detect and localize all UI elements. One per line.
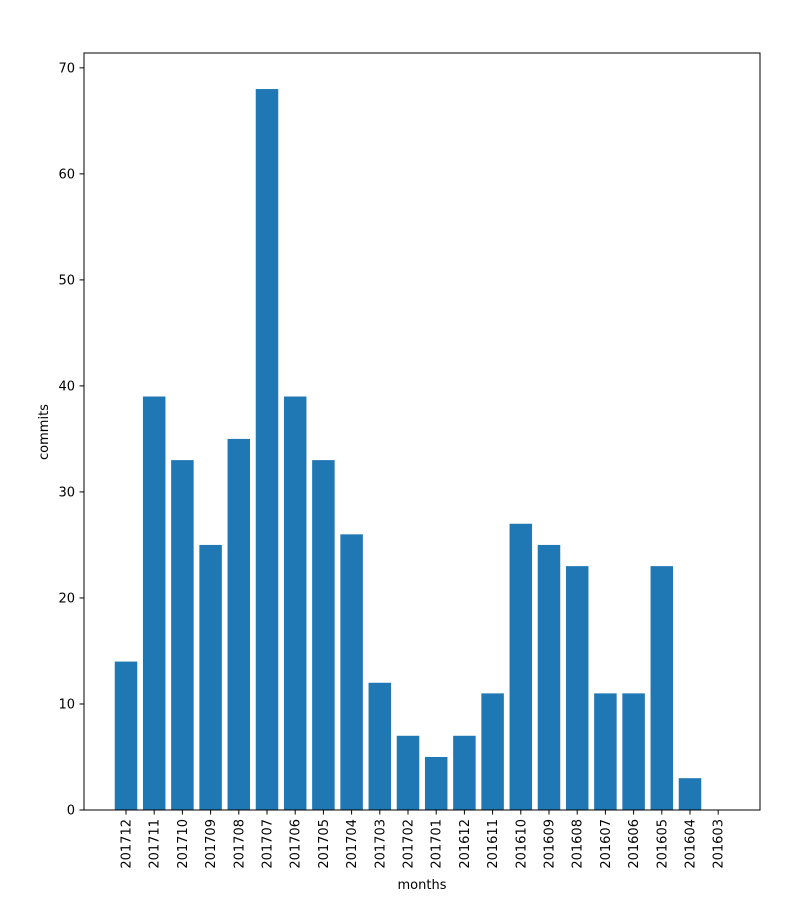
y-tick-label: 30 [58, 485, 75, 500]
x-tick-label-201706: 201706 [289, 819, 304, 869]
bar-201702 [396, 735, 420, 810]
plot-frame [83, 52, 761, 811]
y-tick-label: 70 [58, 61, 75, 76]
bars-group [114, 89, 702, 811]
bar-201605 [650, 566, 674, 810]
bar-201712 [114, 661, 138, 810]
bar-201708 [227, 438, 251, 810]
bar-201612 [453, 735, 476, 810]
y-tick-label: 20 [58, 591, 75, 606]
bar-201610 [509, 523, 533, 810]
bar-201609 [537, 544, 561, 810]
x-tick-label-201707: 201707 [261, 819, 276, 869]
y-axis-title: commits [37, 404, 52, 460]
x-tick-label-201711: 201711 [148, 819, 163, 869]
x-tick-label-201705: 201705 [317, 819, 332, 869]
x-tick-label-201703: 201703 [373, 819, 388, 869]
bar-201711 [142, 396, 166, 810]
x-tick-label-201610: 201610 [514, 819, 529, 869]
y-tick-label: 0 [67, 804, 75, 819]
bar-201701 [424, 756, 448, 810]
x-tick-label-201712: 201712 [120, 819, 135, 869]
x-tick-label-201611: 201611 [486, 819, 501, 869]
y-tick-label: 40 [58, 379, 75, 394]
x-tick-label-201702: 201702 [402, 819, 417, 869]
x-tick-label-201608: 201608 [571, 819, 586, 869]
x-tick-label-201605: 201605 [655, 819, 670, 869]
bar-201706 [283, 396, 307, 810]
x-tick-label-201607: 201607 [599, 819, 614, 869]
x-tick-label-201609: 201609 [543, 819, 558, 869]
y-tick-label: 60 [58, 167, 75, 182]
bar-201709 [199, 544, 222, 810]
x-axis-ticks: 201712 201711 201710 201709 201708 201707 2017… [120, 810, 727, 869]
x-axis-title: months [398, 878, 447, 893]
bar-201604 [678, 778, 702, 810]
bar-201710 [171, 460, 194, 810]
x-tick-label-201704: 201704 [345, 819, 360, 869]
x-tick-label-201603: 201603 [712, 819, 727, 869]
y-tick-label: 10 [58, 697, 75, 712]
bar-201703 [368, 682, 392, 810]
y-axis-ticks: 0 10 20 30 40 50 60 70 [58, 61, 84, 819]
bar-201608 [565, 566, 589, 810]
bar-201606 [622, 693, 645, 810]
x-tick-label-201701: 201701 [430, 819, 445, 869]
bar-201607 [594, 693, 617, 810]
x-tick-label-201710: 201710 [176, 819, 191, 869]
x-tick-label-201708: 201708 [232, 819, 247, 869]
y-tick-label: 50 [58, 273, 75, 288]
bar-201707 [255, 89, 279, 811]
x-tick-label-201709: 201709 [204, 819, 219, 869]
x-tick-label-201606: 201606 [627, 819, 642, 869]
x-tick-label-201612: 201612 [458, 819, 473, 869]
bar-201611 [481, 693, 504, 810]
x-tick-label-201604: 201604 [684, 819, 699, 869]
bar-201704 [340, 534, 363, 810]
bar-201705 [312, 460, 335, 810]
